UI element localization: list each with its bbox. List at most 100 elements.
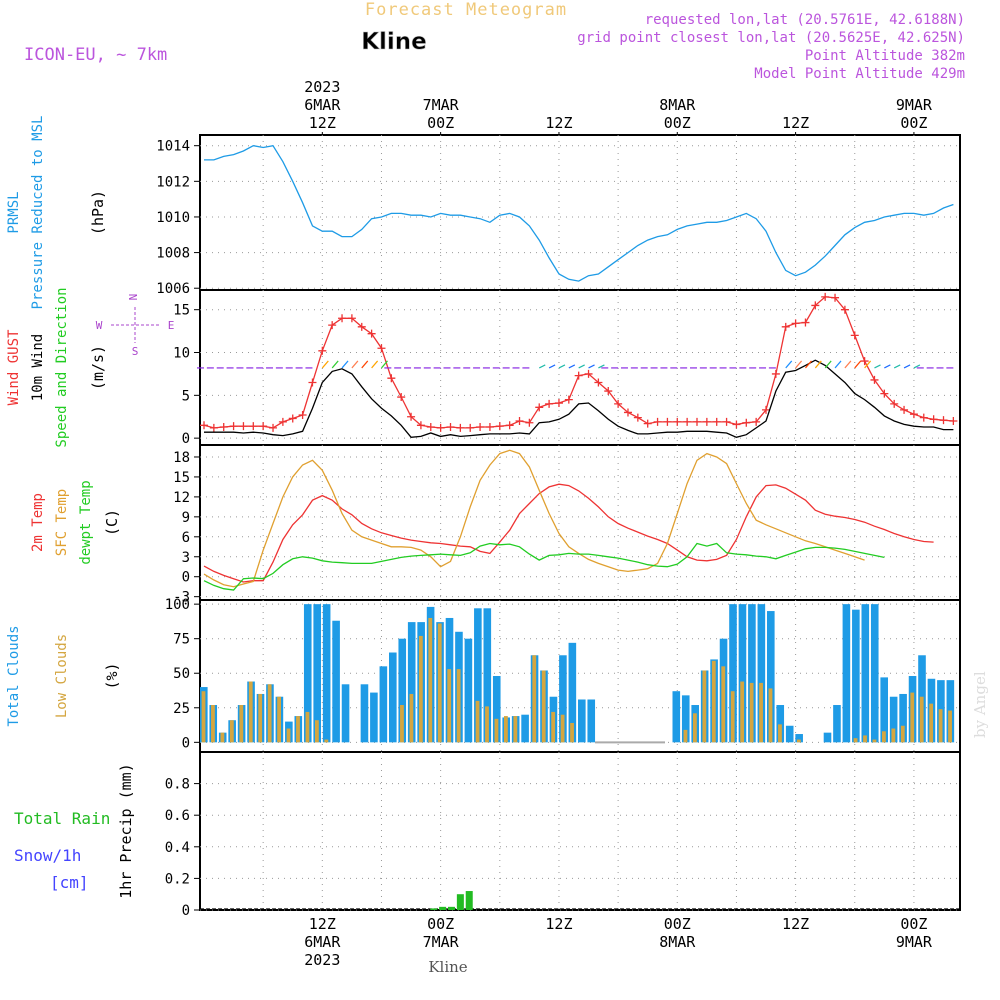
total-cloud-bar xyxy=(767,611,775,743)
gust-marker xyxy=(614,399,623,408)
low-cloud-bar xyxy=(693,713,697,743)
y-tick-label: 1006 xyxy=(156,281,190,297)
bottom-time-label: 9MAR xyxy=(896,933,933,951)
gust-marker xyxy=(554,399,563,408)
low-cloud-bar xyxy=(239,705,244,743)
gust-marker xyxy=(505,421,514,430)
y-tick-label: 12 xyxy=(173,490,190,506)
gust-marker xyxy=(416,421,425,430)
y-tick-label: 15 xyxy=(173,303,190,319)
gust-marker xyxy=(466,423,475,432)
total-cloud-bar xyxy=(521,714,529,743)
total-cloud-bar xyxy=(483,608,492,743)
wind-speed-line xyxy=(204,359,954,438)
low-cloud-bar xyxy=(900,725,905,743)
low-cloud-bar xyxy=(315,720,319,743)
bottom-time-label: 00Z xyxy=(900,915,927,933)
gust-marker xyxy=(909,410,918,419)
low-cloud-bar xyxy=(211,705,215,743)
y-tick-label: 0 xyxy=(182,903,190,919)
y-tick-label: 75 xyxy=(173,632,190,648)
gust-marker xyxy=(338,314,347,323)
low-cloud-bar xyxy=(730,691,735,743)
total-cloud-bar xyxy=(578,699,586,743)
rain-bar xyxy=(430,908,438,910)
gust-marker xyxy=(288,414,297,423)
total-cloud-bar xyxy=(379,666,388,743)
total-cloud-bar xyxy=(389,652,397,743)
gust-marker xyxy=(890,399,899,408)
gust-marker xyxy=(229,422,238,431)
wind-direction-arrow xyxy=(893,364,901,369)
low-cloud-bar xyxy=(532,655,537,743)
gust-marker xyxy=(298,411,307,420)
low-cloud-bar xyxy=(551,711,556,743)
top-time-label: 7MAR xyxy=(423,96,460,114)
top-time-label: 00Z xyxy=(664,114,691,132)
gust-marker xyxy=(367,329,376,338)
total-cloud-bar xyxy=(559,655,567,743)
gust-marker xyxy=(328,321,337,330)
point-altitude: Point Altitude 382m xyxy=(805,48,965,64)
y-tick-label: 0.2 xyxy=(165,871,190,887)
bottom-time-label: 12Z xyxy=(309,915,336,933)
top-time-label: 2023 xyxy=(304,78,340,96)
low-cloud-bar xyxy=(286,728,291,743)
low-cloud-bar xyxy=(929,703,934,743)
low-cloud-bar xyxy=(891,728,896,743)
total-cloud-bar xyxy=(407,622,416,743)
gust-marker xyxy=(712,417,721,426)
panel-label: Low Clouds xyxy=(54,634,70,718)
low-cloud-bar xyxy=(456,669,461,743)
low-cloud-bar xyxy=(938,709,943,743)
y-tick-label: 10 xyxy=(173,346,190,362)
low-cloud-bar xyxy=(258,693,263,743)
low-cloud-bar xyxy=(409,693,414,743)
y-axis-label: (C) xyxy=(103,509,121,536)
gust-marker xyxy=(623,408,632,417)
top-time-label: 12Z xyxy=(782,114,809,132)
low-cloud-bar xyxy=(863,735,867,743)
wind-direction-arrow xyxy=(548,364,556,369)
gust-marker xyxy=(564,395,573,404)
gust-marker xyxy=(436,423,445,432)
y-tick-label: 15 xyxy=(173,470,190,486)
gust-line xyxy=(203,296,954,429)
y-tick-label: 0.6 xyxy=(165,808,190,824)
gust-marker xyxy=(693,417,701,426)
top-time-label: 12Z xyxy=(545,114,572,132)
total-cloud-bar xyxy=(681,695,690,743)
panel-label: Speed and Direction xyxy=(54,287,70,447)
low-cloud-bar xyxy=(702,670,707,743)
y-axis-label: (%) xyxy=(103,662,121,689)
wind-direction-arrow xyxy=(538,364,546,369)
total-cloud-bar xyxy=(870,604,879,743)
low-cloud-bar xyxy=(475,700,480,743)
panel-label: [cm] xyxy=(50,873,89,892)
low-cloud-bar xyxy=(948,710,952,743)
wind-direction-arrow xyxy=(558,364,566,369)
gust-marker xyxy=(811,301,820,310)
total-cloud-bar xyxy=(852,609,860,743)
y-tick-label: 25 xyxy=(173,701,190,717)
wind-direction-arrow xyxy=(913,364,921,369)
top-time-label: 00Z xyxy=(427,114,454,132)
panel-label: dewpt Temp xyxy=(78,480,94,564)
rain-bar xyxy=(465,891,473,910)
gust-marker xyxy=(357,322,366,331)
bottom-time-label: 12Z xyxy=(545,915,572,933)
total-cloud-bar xyxy=(672,691,681,743)
temp-line xyxy=(203,483,934,583)
total-cloud-bar xyxy=(833,705,841,743)
low-cloud-bar xyxy=(277,696,281,743)
gust-marker xyxy=(880,389,889,398)
gust-marker xyxy=(919,413,928,422)
gust-marker xyxy=(574,371,583,380)
gust-marker xyxy=(456,423,465,432)
gust-marker xyxy=(850,331,859,340)
wind-direction-arrow xyxy=(361,360,369,369)
panel-label: Snow/1h xyxy=(14,846,81,865)
gust-marker xyxy=(485,423,494,432)
gust-marker xyxy=(594,378,603,387)
gust-marker xyxy=(387,374,396,383)
